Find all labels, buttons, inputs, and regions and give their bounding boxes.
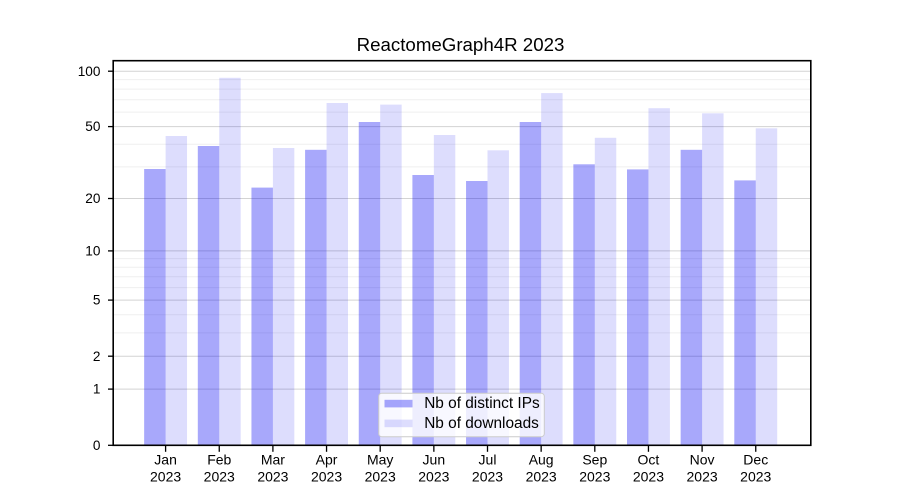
svg-text:Oct: Oct [638,452,660,468]
svg-text:10: 10 [85,244,101,259]
svg-text:0: 0 [93,438,101,453]
svg-text:5: 5 [93,293,101,308]
svg-text:2023: 2023 [150,469,181,485]
svg-text:2023: 2023 [418,469,449,485]
svg-text:2023: 2023 [257,469,288,485]
svg-text:100: 100 [78,64,101,79]
svg-text:Jan: Jan [154,452,177,468]
svg-text:Dec: Dec [743,452,768,468]
svg-text:Sep: Sep [582,452,607,468]
svg-text:2023: 2023 [204,469,235,485]
svg-text:Nb of distinct IPs: Nb of distinct IPs [424,395,540,412]
svg-text:ReactomeGraph4R 2023: ReactomeGraph4R 2023 [357,34,565,55]
svg-text:Apr: Apr [316,452,338,468]
svg-text:2: 2 [93,349,101,364]
svg-text:2023: 2023 [740,469,771,485]
svg-text:2023: 2023 [526,469,557,485]
svg-text:1: 1 [93,382,101,397]
svg-text:2023: 2023 [472,469,503,485]
svg-text:Nov: Nov [690,452,715,468]
svg-text:20: 20 [85,191,101,206]
svg-text:2023: 2023 [633,469,664,485]
svg-text:Feb: Feb [207,452,231,468]
svg-text:Mar: Mar [261,452,285,468]
svg-text:Jul: Jul [479,452,497,468]
svg-text:2023: 2023 [687,469,718,485]
svg-text:2023: 2023 [579,469,610,485]
svg-text:2023: 2023 [311,469,342,485]
svg-text:May: May [367,452,393,468]
svg-text:Aug: Aug [529,452,554,468]
svg-text:2023: 2023 [365,469,396,485]
svg-text:50: 50 [85,119,101,134]
svg-text:Nb of downloads: Nb of downloads [424,415,539,432]
svg-text:Jun: Jun [423,452,446,468]
